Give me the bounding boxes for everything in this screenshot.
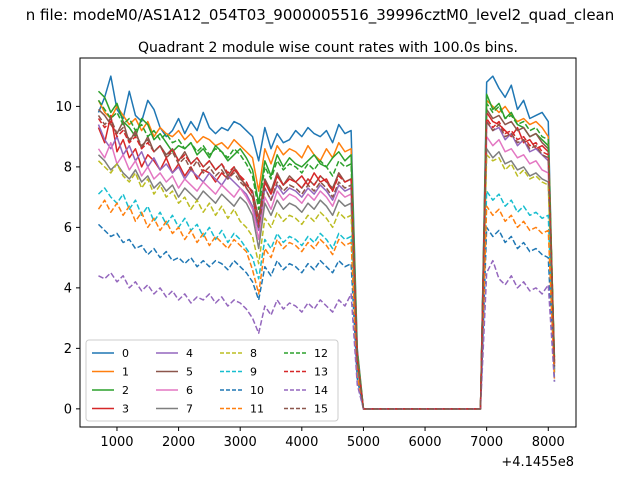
y-tick-label: 8: [64, 160, 72, 175]
x-tick-label: 1000: [100, 435, 133, 450]
x-tick-label: 4000: [285, 435, 318, 450]
y-tick-label: 4: [64, 281, 72, 296]
y-axis-ticks: 0 2 4 6 8 10: [55, 100, 80, 417]
legend-label-13: 13: [314, 366, 328, 379]
figure-suptitle: n file: modeM0/AS1A12_054T03_9000005516_…: [26, 6, 615, 25]
legend-label-9: 9: [250, 366, 257, 379]
legend-label-15: 15: [314, 403, 328, 416]
legend-label-0: 0: [122, 347, 129, 360]
chart-title: Quadrant 2 module wise count rates with …: [138, 40, 518, 56]
legend-label-4: 4: [186, 347, 193, 360]
legend-label-6: 6: [186, 384, 193, 397]
legend-label-10: 10: [250, 384, 264, 397]
x-tick-label: 2000: [162, 435, 195, 450]
legend-label-3: 3: [122, 403, 129, 416]
y-tick-label: 10: [55, 100, 72, 115]
x-tick-label: 3000: [224, 435, 257, 450]
legend-label-12: 12: [314, 347, 328, 360]
legend-label-2: 2: [122, 384, 129, 397]
x-tick-label: 5000: [347, 435, 380, 450]
y-tick-label: 6: [64, 221, 72, 236]
x-tick-label: 7000: [470, 435, 503, 450]
x-axis-ticks: 1000 2000 3000 4000 5000 6000 7000 8000: [100, 427, 564, 450]
y-tick-label: 2: [64, 342, 72, 357]
x-tick-label: 6000: [408, 435, 441, 450]
legend-label-8: 8: [250, 347, 257, 360]
legend-label-7: 7: [186, 403, 193, 416]
x-tick-label: 8000: [532, 435, 565, 450]
y-tick-label: 0: [64, 402, 72, 417]
legend-label-14: 14: [314, 384, 328, 397]
legend-label-1: 1: [122, 366, 129, 379]
legend-label-11: 11: [250, 403, 264, 416]
legend-label-5: 5: [186, 366, 193, 379]
x-offset-label: +4.1455e8: [501, 455, 574, 470]
